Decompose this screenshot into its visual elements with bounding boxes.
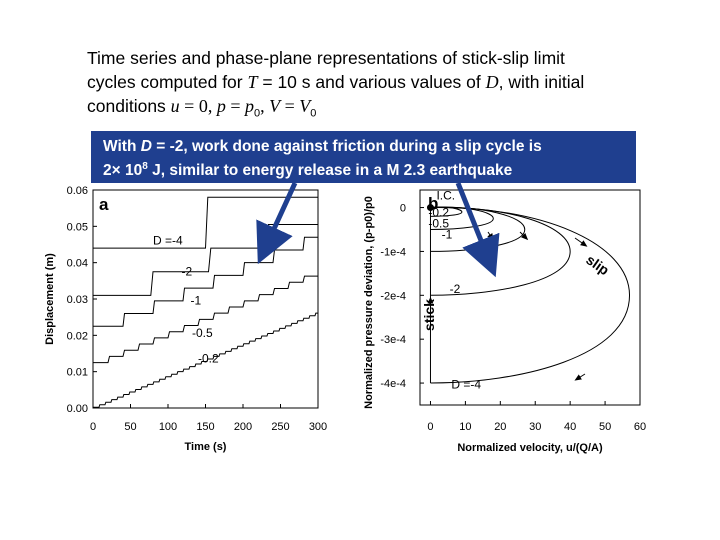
x-tick-label: 300 <box>309 421 327 433</box>
caption-text: = 0, <box>179 96 217 116</box>
x-tick-label: 60 <box>634 421 646 433</box>
x-tick-label: 200 <box>234 421 252 433</box>
panel-label-b: b <box>428 194 438 213</box>
caption-text: cycles computed for <box>87 72 248 92</box>
panel-label-a: a <box>99 195 109 214</box>
caption-line-2: cycles computed for T = 10 s and various… <box>87 70 687 94</box>
series-line <box>93 224 318 296</box>
callout-text: With <box>103 138 141 155</box>
caption-text: conditions <box>87 96 171 116</box>
y-tick-label: 0.02 <box>67 330 88 342</box>
slip-label: slip <box>583 251 612 278</box>
caption-symbol-p0: p <box>244 96 254 116</box>
y-tick-label: 0.01 <box>67 367 88 379</box>
callout-line-1: With D = -2, work done against friction … <box>103 137 636 157</box>
callout-text: = -2, work done against friction during … <box>151 138 542 155</box>
limit-cycle-curve <box>430 207 631 384</box>
x-tick-label: 250 <box>271 421 289 433</box>
caption-text: , with initial <box>498 72 585 92</box>
limit-cycle-curve <box>430 206 494 230</box>
callout-text: J, similar to energy release in a M 2.3 … <box>147 162 513 180</box>
y-axis-label: Displacement (m) <box>44 253 56 345</box>
y-tick-label: -1e-4 <box>380 246 406 258</box>
x-tick-label: 50 <box>124 421 136 433</box>
slip-direction-arrow <box>519 231 529 241</box>
caption-subscript: 0 <box>310 107 317 120</box>
caption-symbol-V0: V <box>299 96 311 116</box>
y-tick-label: 0.04 <box>67 258 88 270</box>
series-line <box>93 236 318 327</box>
callout-box: With D = -2, work done against friction … <box>91 131 636 183</box>
series-label: -2 <box>182 264 193 278</box>
y-tick-label: -2e-4 <box>380 290 406 302</box>
x-tick-label: 10 <box>459 421 471 433</box>
x-tick-label: 40 <box>564 421 576 433</box>
series-label: D =-4 <box>451 377 481 391</box>
series-label: -0.5 <box>192 326 213 340</box>
caption-symbol-p: p <box>216 96 226 116</box>
x-tick-label: 0 <box>90 421 96 433</box>
caption-text: = <box>280 96 300 116</box>
slip-direction-arrow <box>574 237 588 247</box>
x-axis-label: Time (s) <box>185 441 227 453</box>
series-label: -0.2 <box>198 352 219 366</box>
caption-text: = 10 s and various values of <box>257 72 486 92</box>
caption-line-3: conditions u = 0, p = p0, V = V0 <box>87 94 687 126</box>
caption-symbol-V: V <box>269 96 281 116</box>
x-tick-label: 0 <box>427 421 433 433</box>
limit-cycle-curve <box>430 206 463 217</box>
caption-text: Time series and phase-plane representati… <box>87 48 565 68</box>
caption-text: , <box>260 96 270 116</box>
y-axis-label: Normalized pressure deviation, (p-p0)/p0 <box>363 196 375 409</box>
callout-symbol-D: D <box>140 138 152 155</box>
series-label: -1 <box>442 227 453 241</box>
series-line <box>93 312 318 408</box>
y-tick-label: 0.03 <box>67 294 88 306</box>
initial-condition-point <box>426 204 434 212</box>
series-label: -1 <box>191 293 202 307</box>
callout-line-2: 2× 108 J, similar to energy release in a… <box>103 157 636 181</box>
series-line <box>93 275 318 364</box>
caption-symbol-D: D <box>485 72 499 92</box>
return-direction-arrow <box>574 373 586 381</box>
y-tick-label: -4e-4 <box>380 378 406 390</box>
series-label: D =-4 <box>153 234 183 248</box>
slip-direction-arrow <box>487 231 494 241</box>
callout-exponent: 8 <box>142 161 148 172</box>
caption: Time series and phase-plane representati… <box>87 46 687 126</box>
y-tick-label: 0.06 <box>67 185 88 197</box>
x-tick-label: 100 <box>159 421 177 433</box>
callout-arrows <box>256 181 500 278</box>
panel-b-frame <box>419 189 641 406</box>
caption-symbol-u: u <box>170 96 180 116</box>
series-label: -2 <box>450 282 461 296</box>
callout-text: 2× 10 <box>103 162 143 180</box>
callout-arrow-to-panel-a <box>256 181 298 265</box>
series-line <box>93 196 318 249</box>
panel-b: 0 10 20 30 40 50 60 0 -1e-4 -2e-4 -3e-4 -4e-4 Normal… <box>363 189 646 454</box>
caption-line-1: Time series and phase-plane representati… <box>87 46 687 70</box>
x-axis-label: Normalized velocity, u/(Q/A) <box>457 442 603 454</box>
caption-subscript: 0 <box>253 107 261 120</box>
x-tick-label: 20 <box>494 421 506 433</box>
ic-label: I.C. <box>436 189 455 203</box>
limit-cycle-curve <box>430 206 571 296</box>
y-tick-label: -3e-4 <box>380 334 406 346</box>
x-tick-label: 150 <box>196 421 214 433</box>
series-label: -0.5 <box>428 216 449 230</box>
x-tick-label: 30 <box>529 421 541 433</box>
stick-label: stick <box>421 299 437 331</box>
y-tick-label: 0 <box>400 203 406 215</box>
x-tick-label: 50 <box>599 421 611 433</box>
panel-a: 0 50 100 150 200 250 300 0.00 0.01 0.02 0.03 0.04 0.… <box>44 185 327 453</box>
panel-a-frame <box>92 189 319 409</box>
caption-symbol-T: T <box>247 72 258 92</box>
y-tick-label: 0.00 <box>67 403 88 415</box>
caption-text: = <box>225 96 245 116</box>
callout-arrow-to-panel-b <box>455 182 500 278</box>
y-tick-label: 0.05 <box>67 221 88 233</box>
